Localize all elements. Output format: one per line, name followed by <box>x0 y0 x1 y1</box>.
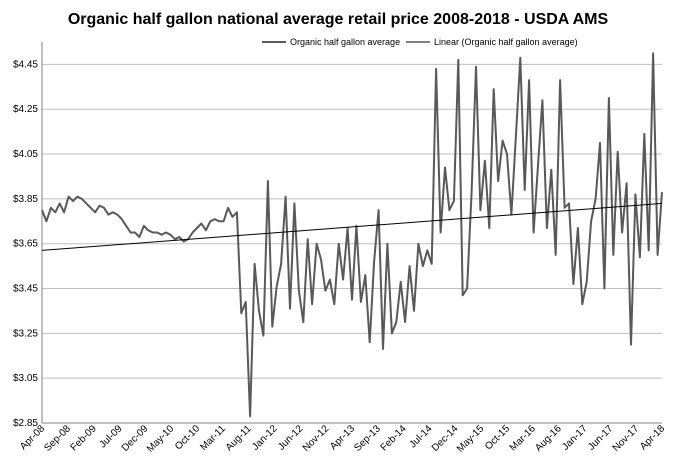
x-tick-label: Feb-09 <box>69 423 99 453</box>
x-tick-label: Oct-10 <box>173 423 202 452</box>
y-tick-label: $2.85 <box>13 418 38 429</box>
x-tick-label: Oct-15 <box>483 423 512 452</box>
x-tick-label: May-10 <box>145 423 177 455</box>
y-tick-label: $3.65 <box>13 239 38 250</box>
x-tick-label: Sep-08 <box>42 423 73 454</box>
chart-title: Organic half gallon national average ret… <box>68 11 609 28</box>
y-tick-label: $4.05 <box>13 149 38 160</box>
x-tick-label: Sep-13 <box>352 423 383 454</box>
x-tick-label: Jan-12 <box>250 423 280 453</box>
x-tick-label: Jun-12 <box>276 423 306 453</box>
y-tick-label: $4.25 <box>13 104 38 115</box>
x-tick-label: Feb-14 <box>379 423 409 453</box>
legend-label-series-0: Organic half gallon average <box>290 37 400 47</box>
legend: Organic half gallon average Linear (Orga… <box>262 37 578 47</box>
x-tick-label: May-15 <box>455 423 487 455</box>
x-axis-ticks: Apr-08Sep-08Feb-09Jul-09Dec-09May-10Oct-… <box>18 423 667 455</box>
y-tick-label: $3.45 <box>13 284 38 295</box>
x-tick-label: Jan-17 <box>560 423 590 453</box>
y-tick-label: $3.25 <box>13 328 38 339</box>
x-tick-label: Jun-17 <box>586 423 616 453</box>
x-tick-label: Mar-11 <box>198 423 228 453</box>
x-tick-label: Nov-12 <box>301 423 332 454</box>
y-tick-label: $4.45 <box>13 59 38 70</box>
series-line-linear-trend <box>41 202 663 251</box>
x-tick-label: Apr-18 <box>638 423 667 452</box>
series-layer <box>41 52 663 418</box>
x-tick-label: Nov-17 <box>611 423 642 454</box>
y-axis-ticks: $2.85 $3.05 $3.25 $3.45 $3.65 $3.85 $4.05 $4.25… <box>13 59 38 429</box>
legend-label-series-1: Linear (Organic half gallon average) <box>434 37 578 47</box>
series-line-organic-half-gallon <box>41 52 663 418</box>
y-tick-label: $3.85 <box>13 194 38 205</box>
gridlines <box>41 42 662 424</box>
x-tick-label: Mar-16 <box>508 423 538 453</box>
x-tick-label: Aug-16 <box>533 423 564 454</box>
y-tick-label: $3.05 <box>13 373 38 384</box>
x-tick-label: Aug-11 <box>224 423 254 453</box>
